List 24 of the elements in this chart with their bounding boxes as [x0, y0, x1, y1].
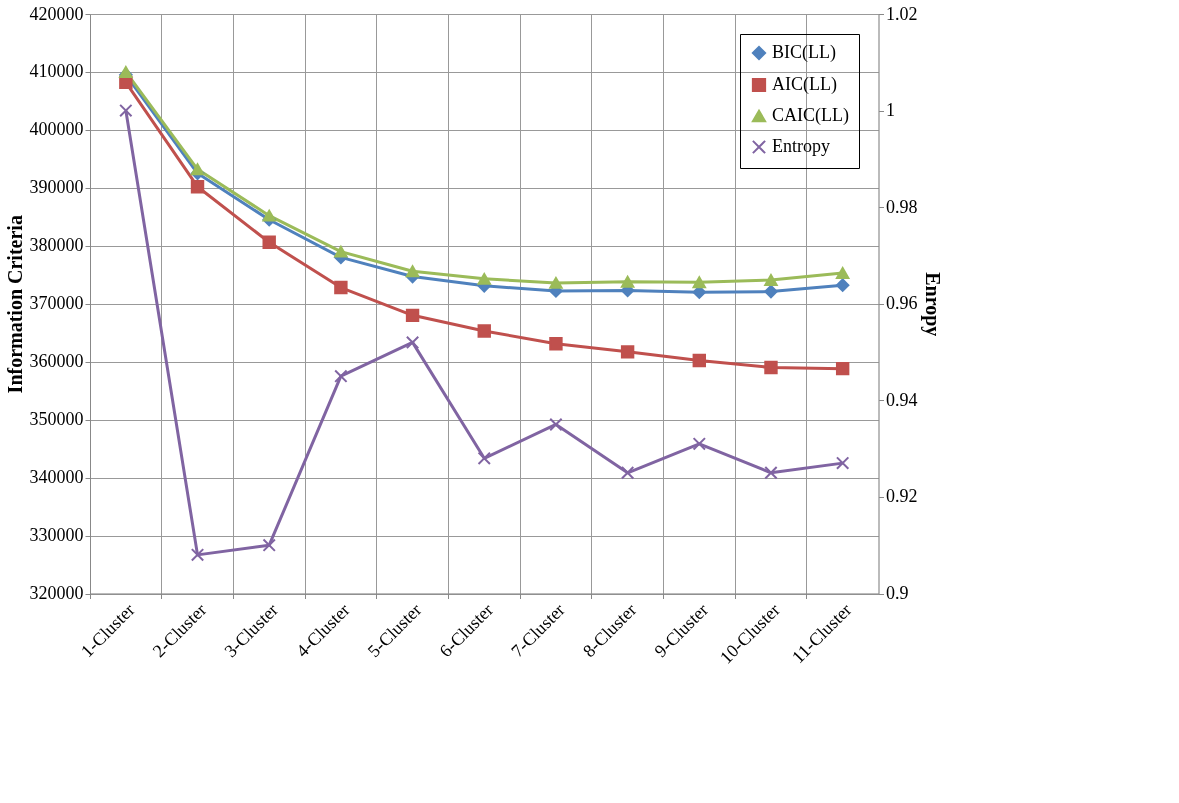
y-tick-label: 370000 [29, 293, 84, 314]
y-tick-label: 390000 [29, 177, 84, 198]
y-tick-label: 400000 [29, 119, 84, 140]
legend-label: BIC(LL) [772, 42, 836, 63]
y2-tick-label: 0.94 [886, 389, 918, 410]
y2-tick-label: 0.9 [886, 583, 909, 603]
y2-tick-label: 1 [886, 100, 895, 121]
y-tick-label: 330000 [29, 525, 84, 546]
y-tick-label: 380000 [29, 235, 84, 256]
y2-tick-label: 0.98 [886, 196, 918, 217]
y-tick-label: 350000 [29, 409, 84, 430]
y2-tick-label: 1.02 [886, 3, 918, 24]
legend-label: CAIC(LL) [772, 105, 849, 126]
y2-axis-title: Enropy [920, 272, 944, 337]
y-tick-label: 420000 [29, 3, 84, 24]
legend-label: Entropy [772, 136, 830, 156]
y-tick-label: 410000 [29, 61, 84, 82]
y-tick-label: 320000 [29, 583, 84, 603]
y2-tick-label: 0.92 [886, 486, 918, 507]
legend-label: AIC(LL) [772, 74, 837, 95]
y-axis-title: Information Criteria [3, 215, 26, 394]
y2-tick-label: 0.96 [886, 293, 918, 314]
y-tick-label: 360000 [29, 351, 84, 372]
y-tick-label: 340000 [29, 467, 84, 488]
